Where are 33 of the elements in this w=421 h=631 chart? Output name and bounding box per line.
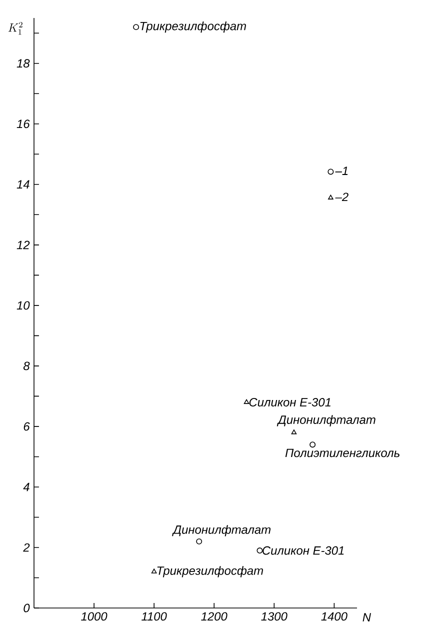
annotation: Динонилфталат bbox=[172, 525, 271, 536]
annotation: Трикрезилфосфат bbox=[157, 566, 263, 578]
y-tick-label: 8 bbox=[23, 362, 30, 370]
y-tick-label: 0 bbox=[24, 604, 30, 612]
point bbox=[291, 430, 297, 434]
point bbox=[196, 538, 202, 544]
point bbox=[256, 548, 263, 554]
y-tick-label: 4 bbox=[23, 482, 30, 492]
y-tick-label: 12 bbox=[16, 240, 30, 250]
annotation: Силикон Е-301 bbox=[262, 546, 344, 555]
legend-label: –1 bbox=[335, 166, 348, 175]
y-tick-label: 6 bbox=[24, 422, 30, 431]
point bbox=[244, 399, 250, 404]
x-tick-label: 1000 bbox=[81, 612, 108, 621]
y-tick-label: 16 bbox=[16, 120, 30, 128]
point bbox=[151, 568, 157, 574]
legend-label: –2 bbox=[335, 192, 348, 202]
x-tick-label: 1200 bbox=[201, 612, 228, 621]
point bbox=[133, 24, 140, 30]
annotation: Силикон Е-301 bbox=[249, 398, 330, 406]
x-axis-title: N bbox=[362, 613, 372, 622]
annotation: Полиэтиленгликоль bbox=[285, 448, 400, 458]
point bbox=[310, 442, 316, 448]
y-tick-label: 2 bbox=[23, 543, 30, 552]
y-tick-label: 10 bbox=[16, 301, 30, 310]
y-axis-title: $K_1^2$ bbox=[8, 22, 22, 35]
annotation: Динонилфталат bbox=[276, 415, 376, 426]
y-tick-label: 14 bbox=[16, 180, 30, 189]
x-tick-label: 1300 bbox=[261, 612, 288, 621]
x-tick-label: 1400 bbox=[321, 612, 348, 621]
y-tick-label: 18 bbox=[16, 59, 30, 68]
x-tick-label: 1100 bbox=[142, 612, 167, 621]
annotation: Трикрезилфосфат bbox=[140, 22, 246, 33]
